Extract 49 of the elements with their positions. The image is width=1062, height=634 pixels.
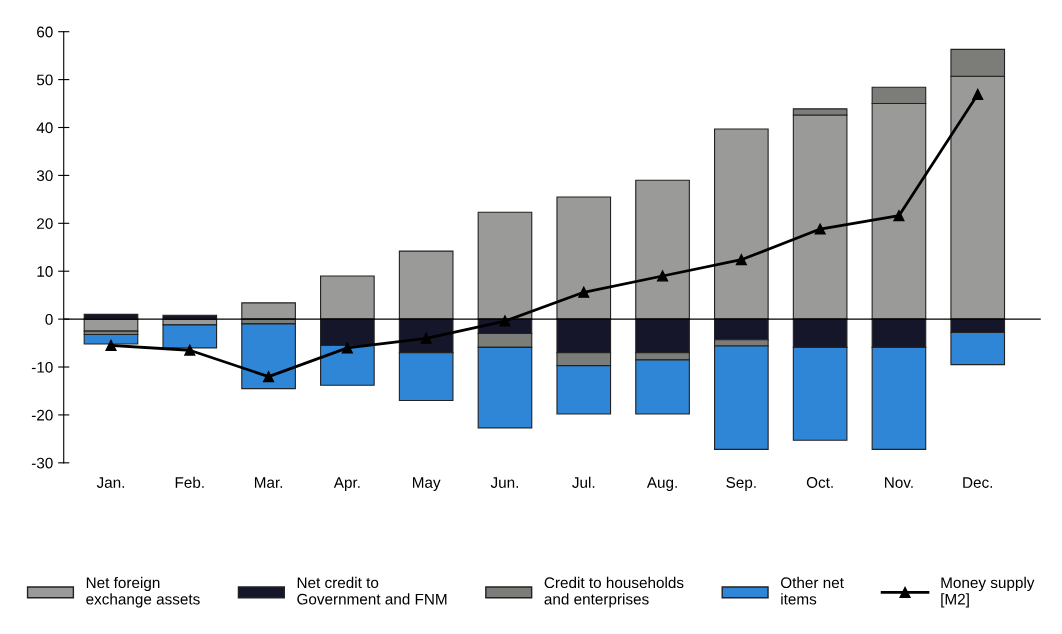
point — [814, 223, 826, 235]
x-tick-label: Nov. — [885, 477, 913, 488]
point — [499, 315, 511, 327]
x-tick-label: Jun. — [490, 477, 519, 488]
x-tick-label: Dec. — [963, 477, 993, 488]
bar — [241, 302, 296, 320]
y-tick-label: -10 — [31, 361, 53, 373]
x-tick-label: Oct. — [806, 477, 833, 488]
y-tick-label: -30 — [31, 457, 53, 469]
bar — [162, 324, 218, 349]
point — [263, 371, 275, 383]
x-tick-label: Mar. — [254, 477, 283, 488]
y-tick-label: 30 — [36, 170, 53, 182]
point — [893, 210, 905, 222]
y-tick-label: 60 — [37, 26, 53, 38]
x-tick-label: Apr. — [333, 477, 360, 491]
legend-label: Net foreign exchange assets — [86, 576, 200, 608]
bar — [83, 333, 139, 345]
point — [578, 286, 590, 298]
point — [341, 342, 353, 354]
point — [735, 254, 747, 266]
bar — [241, 323, 296, 390]
bar — [635, 179, 690, 320]
point — [184, 344, 196, 356]
point — [972, 88, 984, 101]
legend-label: Net credit to Government and FNM — [297, 576, 447, 605]
legend-label: Money supply [M2] — [941, 576, 1035, 608]
x-tick-label: Sep. — [726, 477, 756, 491]
x-tick-label: Aug. — [646, 477, 677, 491]
bar — [713, 128, 769, 320]
legend-label: Other net items — [780, 576, 844, 605]
bar — [477, 211, 533, 320]
y-tick-label: 20 — [37, 218, 53, 229]
point — [105, 339, 117, 352]
point — [656, 270, 669, 282]
y-tick-label: 10 — [37, 266, 53, 277]
x-tick-label: Jan. — [96, 477, 125, 488]
y-tick-label: 40 — [36, 122, 53, 134]
x-tick-label: Feb. — [175, 476, 204, 488]
y-tick-label: -20 — [31, 409, 53, 421]
point — [420, 332, 432, 344]
x-tick-label: Jul. — [572, 476, 595, 488]
y-tick-label: 0 — [45, 313, 53, 325]
y-tick-label: 50 — [36, 74, 53, 86]
x-tick-label: May — [412, 477, 441, 491]
bar — [556, 196, 612, 320]
bar — [320, 275, 375, 320]
legend-label: Credit to households and enterprises — [544, 576, 684, 608]
bar — [398, 250, 454, 320]
